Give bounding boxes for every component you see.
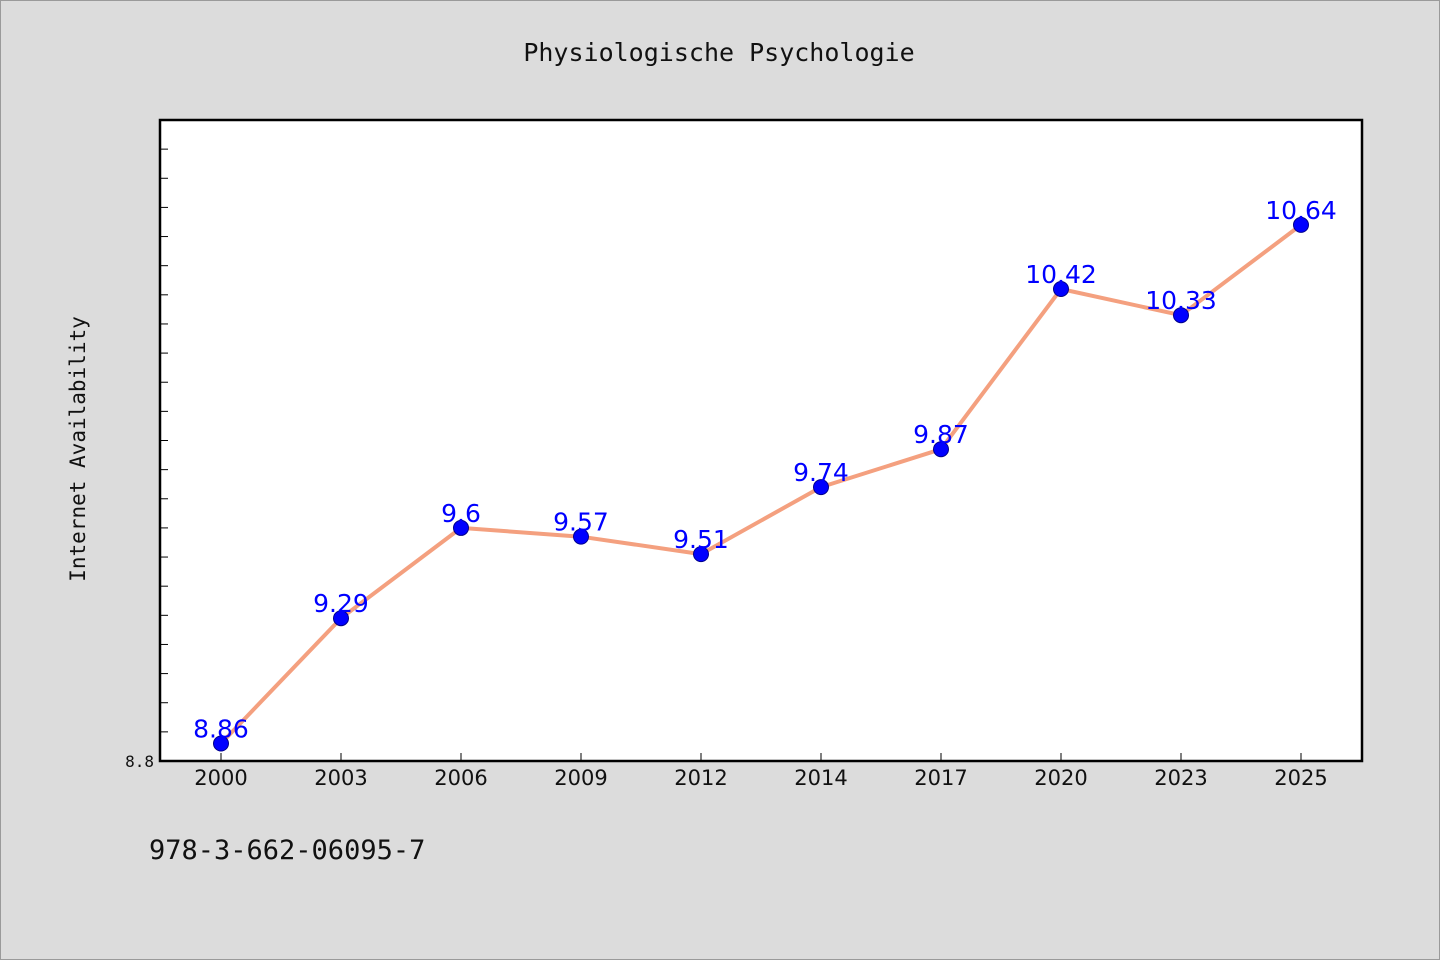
data-label: 9.29 [313, 589, 369, 618]
data-point [693, 546, 709, 563]
data-label: 9.6 [441, 499, 481, 528]
x-tick-label: 2014 [794, 766, 847, 790]
data-point [213, 735, 229, 752]
series-line-group [219, 222, 1303, 746]
data-point [813, 479, 829, 496]
x-tick-label: 2017 [914, 766, 967, 790]
data-label: 9.51 [673, 525, 729, 554]
data-label: 9.74 [793, 458, 849, 487]
plot-area [158, 118, 1364, 763]
data-point [453, 519, 469, 536]
data-point [333, 610, 349, 627]
data-label: 10.42 [1025, 260, 1097, 289]
data-point [1293, 216, 1309, 233]
y-axis-label: Internet Availability [66, 316, 90, 582]
x-axis-ticks: 2000 2003 2006 2009 2012 2014 2017 2020 2023 2025 [194, 753, 1328, 790]
chart-title: Physiologische Psychologie [523, 38, 914, 67]
data-point [1173, 307, 1189, 324]
data-labels: 8.86 9.29 9.6 9.57 9.51 9.74 9.87 10.42 10.33 10.… [193, 196, 1337, 744]
x-tick-label: 2000 [194, 766, 247, 790]
data-point [933, 441, 949, 458]
series-line [219, 222, 1303, 746]
data-label: 10.64 [1265, 196, 1337, 225]
x-tick-label: 2006 [434, 766, 487, 790]
x-tick-label: 2003 [314, 766, 367, 790]
x-tick-label: 2009 [554, 766, 607, 790]
y-axis-ticks: 8.8 [125, 148, 168, 771]
isbn-code: 978-3-662-06095-7 [149, 835, 426, 866]
x-tick-label: 2012 [674, 766, 727, 790]
series-markers [213, 216, 1309, 752]
data-label: 10.33 [1145, 286, 1217, 315]
y-tick-label: 8.8 [125, 752, 154, 771]
x-tick-label: 2023 [1154, 766, 1207, 790]
data-point [573, 528, 589, 545]
data-label: 9.57 [553, 508, 609, 537]
data-point [1053, 280, 1069, 297]
data-label: 9.87 [913, 420, 969, 449]
x-tick-label: 2025 [1274, 766, 1327, 790]
x-tick-label: 2020 [1034, 766, 1087, 790]
data-label: 8.86 [193, 715, 249, 744]
